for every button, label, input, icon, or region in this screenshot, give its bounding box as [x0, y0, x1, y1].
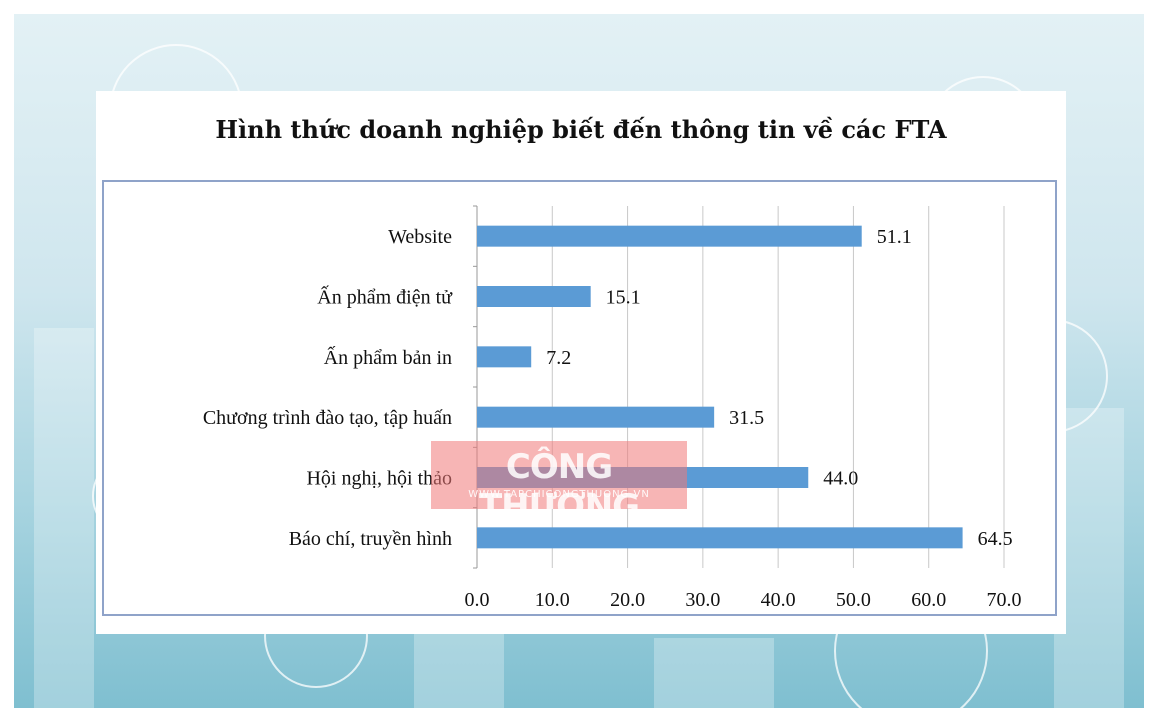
data-label: 7.2 [546, 347, 571, 369]
x-tick-label: 20.0 [610, 589, 645, 611]
city-silhouette [34, 328, 94, 708]
bar-chart: 0.0 10.0 20.0 30.0 40.0 50.0 60.0 70.0 Website 51… [203, 205, 1022, 611]
data-label: 15.1 [606, 287, 641, 309]
x-tick-label: 50.0 [836, 589, 871, 611]
chart-panel: Hình thức doanh nghiệp biết đến thông ti… [96, 91, 1066, 634]
city-silhouette [654, 638, 774, 708]
bar [477, 527, 963, 549]
x-tick-label: 30.0 [685, 589, 720, 611]
watermark-brand: CÔNG THƯƠNG [478, 447, 640, 509]
x-tick-label: 70.0 [987, 589, 1022, 611]
x-tick-label: 0.0 [465, 589, 490, 611]
x-tick-label: 10.0 [535, 589, 570, 611]
bar [477, 346, 532, 368]
category-label: Website [388, 226, 452, 248]
data-label: 31.5 [729, 407, 764, 429]
data-label: 44.0 [823, 468, 858, 490]
bar [477, 406, 715, 428]
category-label: Ấn phẩm điện tử [317, 285, 453, 309]
chart-title: Hình thức doanh nghiệp biết đến thông ti… [215, 115, 947, 144]
data-label: 51.1 [877, 226, 912, 248]
category-label: Hội nghị, hội thảo [306, 468, 452, 490]
category-label: Chương trình đào tạo, tập huấn [203, 407, 452, 429]
watermark-url: WWW.TAPCHICONGTHUONG.VN [468, 489, 650, 500]
bar [477, 286, 591, 307]
category-label: Ấn phẩm bản in [324, 345, 452, 369]
bar [477, 225, 862, 247]
data-label: 64.5 [978, 528, 1013, 550]
watermark-logo: CÔNG THƯƠNG WWW.TAPCHICONGTHUONG.VN [431, 441, 687, 509]
category-label: Báo chí, truyền hình [289, 528, 452, 550]
x-tick-label: 40.0 [761, 589, 796, 611]
x-tick-label: 60.0 [911, 589, 946, 611]
